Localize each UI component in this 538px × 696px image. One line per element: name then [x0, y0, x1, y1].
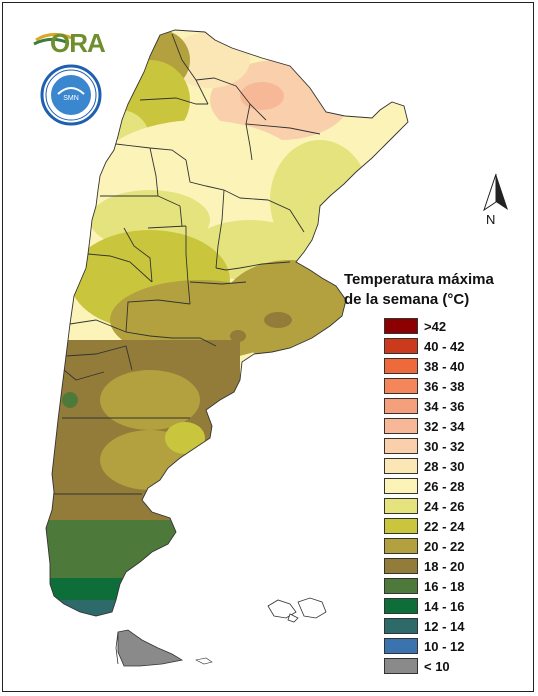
legend-label: 20 - 22: [424, 539, 465, 554]
legend-label: 40 - 42: [424, 339, 465, 354]
legend-label: 12 - 14: [424, 619, 465, 634]
legend-label: 16 - 18: [424, 579, 465, 594]
legend-swatch: [384, 398, 418, 414]
legend-title: Temperatura máxima de la semana (°C): [344, 270, 534, 310]
legend-swatch: [384, 358, 418, 374]
legend-swatch: [384, 318, 418, 334]
ora-logo-text: ORA: [50, 28, 106, 58]
legend-label: 28 - 30: [424, 459, 465, 474]
legend-swatch: [384, 458, 418, 474]
legend-label: 22 - 24: [424, 519, 465, 534]
svg-text:SMN: SMN: [63, 95, 79, 102]
north-arrow-icon: [483, 173, 508, 212]
legend-swatch: [384, 558, 418, 574]
temperature-zones: [46, 30, 408, 616]
legend-swatch: [384, 538, 418, 554]
legend-swatch: [384, 498, 418, 514]
servicio-meteorologico-seal-icon: SMN: [40, 64, 102, 126]
legend-swatch: [384, 378, 418, 394]
legend-label: >42: [424, 319, 447, 334]
legend-swatch: [384, 338, 418, 354]
legend-swatch: [384, 578, 418, 594]
legend-swatch: [384, 478, 418, 494]
legend-swatch: [384, 638, 418, 654]
legend-swatch: [384, 618, 418, 634]
north-label: N: [486, 212, 496, 227]
legend-label: < 10: [424, 659, 450, 674]
province-borders: [45, 29, 409, 617]
legend-label: 24 - 26: [424, 499, 465, 514]
legend-label: 30 - 32: [424, 439, 465, 454]
legend-label: 34 - 36: [424, 399, 465, 414]
legend-title-line1: Temperatura máxima: [344, 271, 494, 288]
legend-swatch: [384, 598, 418, 614]
legend-swatch: [384, 438, 418, 454]
legend-label: 26 - 28: [424, 479, 465, 494]
legend-swatch: [384, 658, 418, 674]
legend-title-line2: de la semana (°C): [344, 291, 470, 308]
legend-label: 38 - 40: [424, 359, 465, 374]
legend-swatch: [384, 418, 418, 434]
legend-swatch: [384, 518, 418, 534]
legend-label: 10 - 12: [424, 639, 465, 654]
legend-label: 32 - 34: [424, 419, 465, 434]
legend-label: 18 - 20: [424, 559, 465, 574]
malvinas-islands: [267, 597, 327, 623]
legend-label: 36 - 38: [424, 379, 465, 394]
tierra-del-fuego: [115, 629, 213, 667]
legend-label: 14 - 16: [424, 599, 465, 614]
ora-logo: [33, 33, 73, 46]
